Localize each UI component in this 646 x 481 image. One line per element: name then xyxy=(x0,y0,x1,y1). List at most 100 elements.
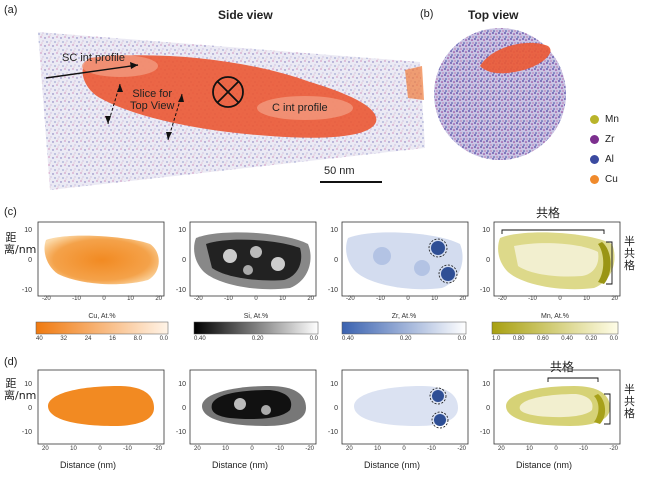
legend-dot-cu xyxy=(590,175,599,184)
colorbar-zr xyxy=(341,321,467,335)
c-ytick-0: 0 xyxy=(28,257,32,264)
d-zr-xtick: 0 xyxy=(402,446,406,452)
d-mn-xtick: 20 xyxy=(498,446,505,452)
cb-zr-tick: 0.0 xyxy=(457,336,466,342)
cb-si-tick: 0.20 xyxy=(251,336,264,342)
c-mn-ytick-0: 0 xyxy=(486,257,490,264)
d-cu-xlabel: Distance (nm) xyxy=(60,460,117,470)
cb-si-tick: 0.40 xyxy=(194,336,206,342)
d-zr-xlabel: Distance (nm) xyxy=(364,460,421,470)
row-c-axes: 10 0 -10 10 0 -10 10 0 -10 10 0 -10 xyxy=(22,227,490,294)
d-mn-xlabel: Distance (nm) xyxy=(516,460,573,470)
c-mn-xticks: -20 -10 0 10 20 xyxy=(498,296,618,302)
c-si-ytick-0: 0 xyxy=(182,257,186,264)
c-si-xticks: -20 -10 0 10 20 xyxy=(194,296,314,302)
d-ytick-0: 0 xyxy=(28,405,32,412)
coherent-label-c: 共格 xyxy=(536,206,561,220)
c-mn-xtick: 0 xyxy=(558,296,562,302)
slice-label: Slice for Top View xyxy=(130,88,174,112)
c-mn-xtick: 20 xyxy=(611,296,618,302)
cb-si-tick: 0.0 xyxy=(309,336,318,342)
cb-cu-tick: 40 xyxy=(36,336,43,342)
cb-mn-tick: 0.80 xyxy=(512,336,525,342)
cb-mn-tick: 0.40 xyxy=(561,336,573,342)
top-view-disc xyxy=(434,28,566,160)
c-mn-ytick-10: 10 xyxy=(482,227,490,234)
c-si-xtick: 0 xyxy=(254,296,258,302)
cb-cu-tick: 16 xyxy=(109,336,116,342)
d-zr-xticks: 20 10 0 -10 -20 xyxy=(346,446,466,452)
c-si-xtick: -10 xyxy=(224,296,233,302)
c-mn-xtick: -20 xyxy=(498,296,507,302)
d-cu-xticks: 20 10 0 -10 -20 xyxy=(42,446,162,452)
d-zr-ytick-neg10: -10 xyxy=(328,429,338,436)
d-mn-xtick: -10 xyxy=(579,446,588,452)
c-int-ellipse xyxy=(257,96,353,120)
legend-label-al: Al xyxy=(605,154,614,165)
legend-label-zr: Zr xyxy=(605,134,615,145)
c-cu-xtick: -20 xyxy=(42,296,51,302)
d-zr-xtick: 20 xyxy=(346,446,353,452)
panel-label-d: (d) xyxy=(4,356,18,368)
legend-item-zr: Zr xyxy=(590,134,614,145)
d-mn-ytick-neg10: -10 xyxy=(480,429,490,436)
colorbars xyxy=(35,321,619,335)
cb-cu-tick: 24 xyxy=(84,336,92,342)
c-si-ytick-neg10: -10 xyxy=(176,287,186,294)
map-c-si xyxy=(189,221,317,297)
map-c-cu xyxy=(37,221,165,297)
d-mn-xtick: 10 xyxy=(526,446,533,452)
side-view-title: Side view xyxy=(218,8,273,22)
legend-item-al: Al xyxy=(590,154,614,165)
c-zr-ytick-0: 0 xyxy=(334,257,338,264)
d-si-xlabel: Distance (nm) xyxy=(212,460,269,470)
panel-label-c: (c) xyxy=(4,206,17,218)
side-view-reconstruction xyxy=(38,32,425,190)
cb-cu-tick: 8.0 xyxy=(133,336,142,342)
c-ytick-10: 10 xyxy=(24,227,32,234)
c-si-xtick: -20 xyxy=(194,296,203,302)
c-si-ytick-10: 10 xyxy=(178,227,186,234)
c-mn-xtick: 10 xyxy=(583,296,590,302)
d-mn-xtick: -20 xyxy=(609,446,618,452)
semicoherent-label-c: 半共格 xyxy=(624,235,635,272)
panel-label-b: (b) xyxy=(420,8,434,20)
d-si-ytick-0: 0 xyxy=(182,405,186,412)
map-d-zr xyxy=(341,369,469,445)
legend-label-cu: Cu xyxy=(605,174,618,185)
d-mn-ytick-10: 10 xyxy=(482,381,490,388)
c-ytick-neg10: -10 xyxy=(22,287,32,294)
map-d-cu xyxy=(37,369,165,445)
sc-int-profile-label: SC int profile xyxy=(62,52,125,64)
c-zr-xtick: 10 xyxy=(431,296,438,302)
d-si-xtick: -20 xyxy=(305,446,314,452)
d-mn-ytick-0: 0 xyxy=(486,405,490,412)
y-axis-label-c: 距离/nm xyxy=(4,231,37,256)
legend-item-cu: Cu xyxy=(590,174,618,185)
c-si-xtick: 10 xyxy=(279,296,286,302)
c-int-profile-label: C int profile xyxy=(272,102,328,114)
legend-dot-zr xyxy=(590,135,599,144)
colorbar-label-mn: Mn, At.% xyxy=(540,313,569,320)
colorbar-mn xyxy=(491,321,619,335)
sc-int-ellipse xyxy=(82,55,158,77)
d-ytick-neg10: -10 xyxy=(22,429,32,436)
cb-mn-tick: 0.20 xyxy=(585,336,598,342)
colorbar-ticks-si: 0.40 0.20 0.0 xyxy=(194,336,318,342)
c-zr-xticks: -20 -10 0 10 20 xyxy=(346,296,466,302)
d-cu-xtick: 20 xyxy=(42,446,49,452)
legend-dot-mn xyxy=(590,115,599,124)
d-cu-xtick: 0 xyxy=(98,446,102,452)
legend-dot-al xyxy=(590,155,599,164)
slice-label-line2: Top View xyxy=(130,100,175,112)
c-zr-xtick: 20 xyxy=(459,296,466,302)
colorbar-si xyxy=(193,321,319,335)
d-si-xtick: -10 xyxy=(275,446,284,452)
c-mn-xtick: -10 xyxy=(528,296,537,302)
colorbar-label-zr: Zr, At.% xyxy=(391,313,417,320)
d-zr-xtick: 10 xyxy=(374,446,381,452)
d-cu-xtick: -10 xyxy=(123,446,132,452)
d-zr-ytick-10: 10 xyxy=(330,381,338,388)
c-zr-xtick: -10 xyxy=(376,296,385,302)
legend-label-mn: Mn xyxy=(605,114,619,125)
